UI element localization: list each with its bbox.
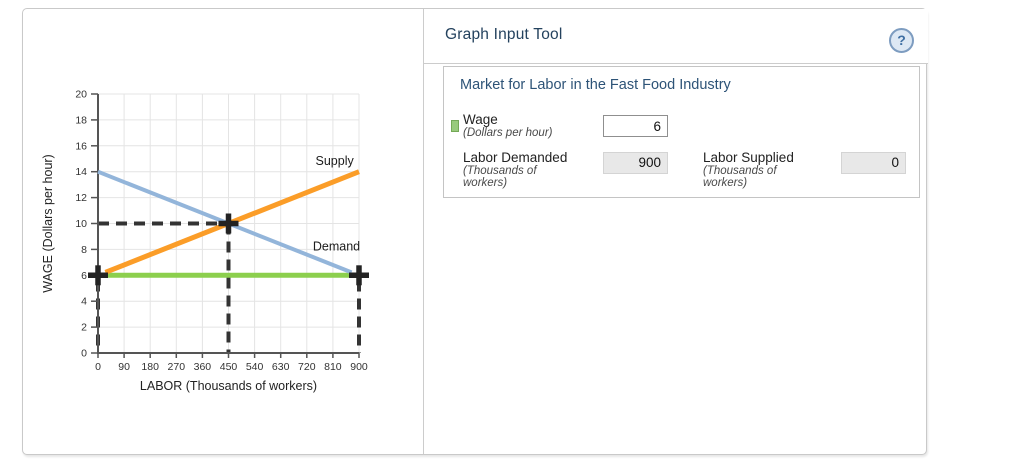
- market-box: Market for Labor in the Fast Food Indust…: [443, 66, 920, 198]
- x-tick-label: 630: [272, 361, 290, 373]
- labor-supplied-value: 0: [841, 152, 906, 174]
- x-tick-label: 720: [298, 361, 316, 373]
- y-tick-label: 10: [75, 218, 87, 230]
- demand-label: Demand: [313, 240, 360, 254]
- y-tick-label: 0: [81, 348, 87, 360]
- x-tick-label: 450: [220, 361, 238, 373]
- y-tick-label: 2: [81, 322, 87, 334]
- labor-supplied-sublabel-2: workers): [703, 177, 748, 189]
- y-tick-label: 14: [75, 166, 87, 178]
- graph-side: 0 90 180 270 360 450 540 630 720 810 900 0 2 4 6 8 10 12 1…: [23, 9, 423, 454]
- y-tick-label: 16: [75, 140, 87, 152]
- y-axis-title: WAGE (Dollars per hour): [41, 154, 55, 292]
- panel-title: Graph Input Tool: [445, 26, 563, 43]
- y-tick-label: 18: [75, 114, 87, 126]
- x-tick-label: 0: [95, 361, 101, 373]
- wage-input[interactable]: [603, 115, 668, 137]
- y-tick-label: 6: [81, 270, 87, 282]
- labor-supplied-sublabel-1: (Thousands of: [703, 165, 777, 177]
- labor-demanded-sublabel-1: (Thousands of: [463, 165, 537, 177]
- graph-input-tool-panel: Graph Input Tool ? Market for Labor in t…: [423, 9, 928, 454]
- wage-legend-swatch: [451, 120, 459, 132]
- y-tick-label: 12: [75, 192, 87, 204]
- x-tick-label: 360: [194, 361, 212, 373]
- supply-label: Supply: [316, 154, 355, 168]
- x-tick-label: 810: [324, 361, 342, 373]
- labor-supplied-label: Labor Supplied: [703, 150, 794, 165]
- y-tick-label: 8: [81, 244, 87, 256]
- labor-demanded-label: Labor Demanded: [463, 150, 568, 165]
- y-tick-label: 4: [81, 296, 87, 308]
- wage-label: Wage: [463, 112, 498, 127]
- help-icon[interactable]: ?: [889, 28, 914, 53]
- labor-market-chart[interactable]: 0 90 180 270 360 450 540 630 720 810 900 0 2 4 6 8 10 12 1…: [31, 81, 403, 421]
- x-tick-label: 270: [168, 361, 186, 373]
- x-axis-title: LABOR (Thousands of workers): [140, 379, 317, 393]
- wage-sublabel: (Dollars per hour): [463, 127, 553, 139]
- panel-header: Graph Input Tool ?: [424, 9, 928, 64]
- graph-input-tool-card: 0 90 180 270 360 450 540 630 720 810 900 0 2 4 6 8 10 12 1…: [22, 8, 928, 455]
- market-title: Market for Labor in the Fast Food Indust…: [460, 77, 731, 93]
- x-tick-label: 90: [118, 361, 130, 373]
- x-tick-label: 540: [246, 361, 264, 373]
- x-tick-label: 180: [141, 361, 159, 373]
- x-tick-label: 900: [350, 361, 368, 373]
- labor-demanded-sublabel-2: workers): [463, 177, 508, 189]
- y-tick-label: 20: [75, 89, 87, 101]
- labor-demanded-value: 900: [603, 152, 668, 174]
